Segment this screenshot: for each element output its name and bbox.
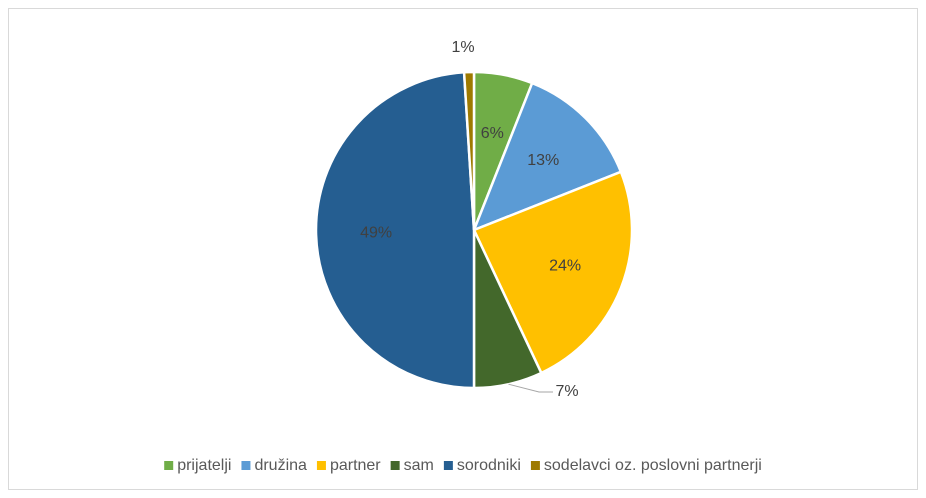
legend-label: sam	[404, 457, 434, 474]
legend-swatch	[164, 461, 174, 470]
legend: prijatelji družina partner sam sorodniki sode…	[164, 457, 762, 474]
data-label: 6%	[481, 125, 504, 142]
pie-slice	[471, 81, 623, 233]
legend-label: prijatelji	[177, 457, 231, 474]
legend-swatch	[443, 461, 453, 470]
legend-swatch	[316, 461, 326, 470]
data-label: 1%	[451, 39, 474, 56]
legend-label: sorodniki	[457, 457, 521, 474]
data-label: 13%	[527, 152, 559, 169]
pie-slice	[314, 70, 476, 390]
data-label: 7%	[555, 383, 578, 400]
legend-label: družina	[254, 457, 307, 474]
pie-slice	[462, 70, 476, 231]
data-labels: 6% 13% 24% 7% 49% 1%	[360, 39, 581, 400]
data-label: 49%	[360, 224, 392, 241]
pie	[314, 70, 634, 390]
pie-slice	[472, 170, 634, 375]
legend-swatch	[241, 461, 251, 470]
legend-swatch	[530, 461, 540, 470]
legend-label: sodelavci oz. poslovni partnerji	[544, 457, 762, 474]
data-label: 24%	[549, 257, 581, 274]
legend-swatch	[390, 461, 400, 470]
legend-label: partner	[330, 457, 381, 474]
leader-line	[508, 383, 553, 393]
